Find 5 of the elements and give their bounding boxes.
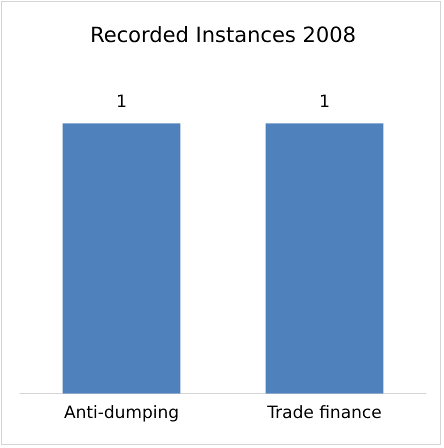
x-tick-label: Anti-dumping [64, 403, 180, 424]
data-label: 1 [116, 92, 127, 112]
data-label: 1 [319, 92, 330, 112]
x-tick-label: Trade finance [266, 403, 382, 424]
chart-title: Recorded Instances 2008 [90, 23, 356, 48]
